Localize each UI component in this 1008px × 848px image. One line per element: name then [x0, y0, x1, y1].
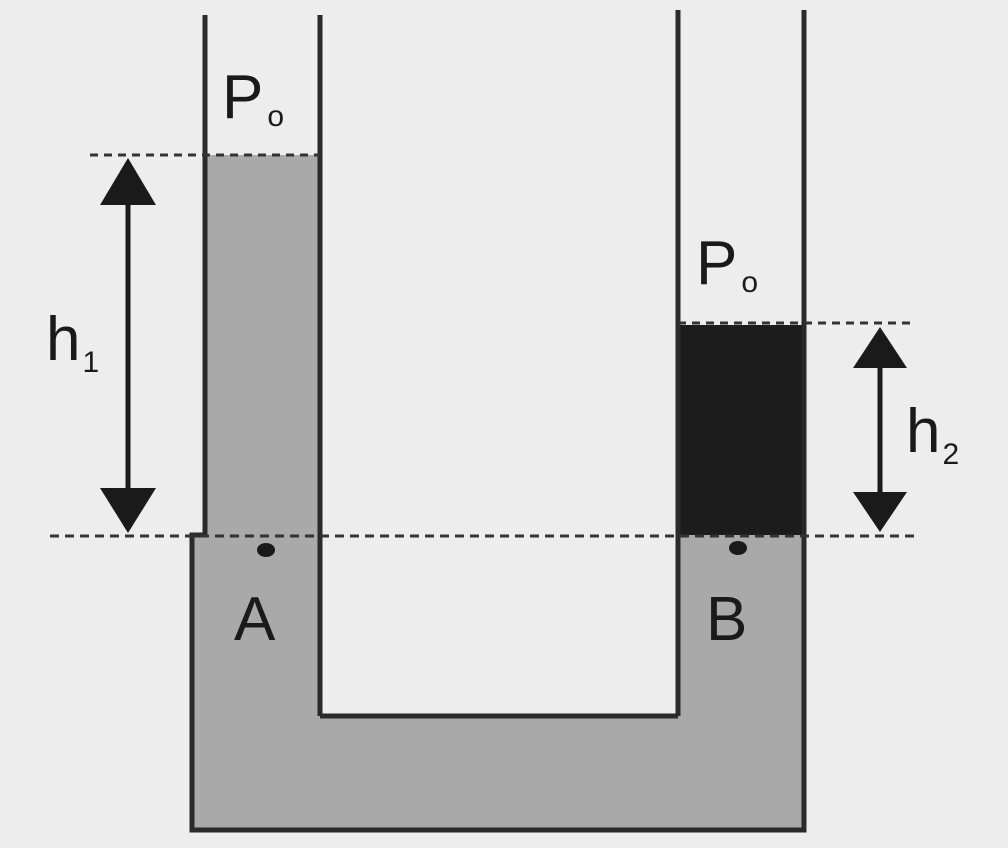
dark-liquid — [678, 325, 804, 535]
point-a-label: A — [234, 585, 276, 654]
left-column-liquid — [205, 155, 318, 535]
h1-label: h1 — [46, 305, 99, 379]
point-a-dot — [257, 543, 275, 557]
h1-arrow — [100, 158, 156, 533]
h2-label: h2 — [906, 397, 959, 471]
tube-walls — [189, 10, 807, 833]
point-b-dot — [729, 541, 747, 555]
point-b-label: B — [706, 585, 747, 654]
h2-arrow — [853, 327, 907, 532]
